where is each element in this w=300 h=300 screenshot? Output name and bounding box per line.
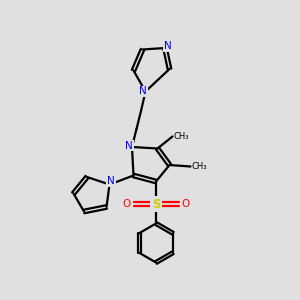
Text: N: N	[139, 86, 147, 97]
Text: O: O	[182, 199, 190, 209]
Text: CH₃: CH₃	[192, 162, 208, 171]
Text: N: N	[107, 176, 115, 186]
Text: O: O	[122, 199, 130, 209]
Text: N: N	[164, 41, 171, 52]
Text: N: N	[125, 140, 133, 151]
Text: CH₃: CH₃	[174, 132, 190, 141]
Text: S: S	[152, 197, 160, 211]
